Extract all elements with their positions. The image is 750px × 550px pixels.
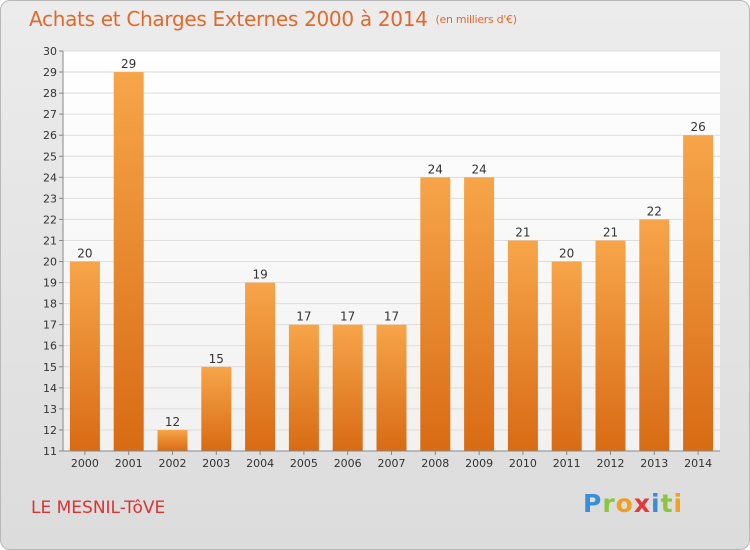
y-tick-label: 14	[43, 382, 57, 395]
bar	[332, 324, 363, 451]
x-tick-label: 2014	[684, 457, 712, 470]
bar-value-label: 17	[296, 310, 311, 324]
logo-letter: i	[673, 489, 684, 518]
bar	[288, 324, 319, 451]
commune-name: LE MESNIL-TôVE	[31, 498, 166, 518]
x-tick-label: 2005	[290, 457, 318, 470]
bar	[507, 240, 538, 451]
y-tick-label: 16	[43, 340, 57, 353]
y-tick-label: 30	[43, 45, 57, 58]
y-tick-label: 28	[43, 87, 57, 100]
y-tick-label: 20	[43, 256, 57, 269]
y-tick-label: 18	[43, 298, 57, 311]
chart-title-text: Achats et Charges Externes 2000 à 2014	[29, 7, 428, 31]
bar-value-label: 20	[559, 247, 574, 261]
x-tick-label: 2007	[378, 457, 406, 470]
bar-value-label: 15	[209, 352, 224, 366]
bar-value-label: 12	[165, 415, 180, 429]
bar-value-label: 24	[471, 162, 486, 176]
bar	[245, 282, 276, 451]
x-tick-label: 2002	[159, 457, 187, 470]
bar-value-label: 17	[384, 310, 399, 324]
x-tick-label: 2011	[553, 457, 581, 470]
y-tick-label: 26	[43, 129, 57, 142]
x-tick-label: 2001	[115, 457, 143, 470]
x-tick-label: 2009	[465, 457, 493, 470]
y-tick-label: 13	[43, 403, 57, 416]
logo-letter: x	[633, 489, 651, 518]
y-tick-label: 29	[43, 66, 57, 79]
bar	[464, 177, 495, 451]
logo-letter: i	[651, 489, 661, 518]
bar	[639, 219, 670, 451]
bar-value-label: 22	[647, 204, 662, 218]
y-tick-label: 27	[43, 108, 57, 121]
bar	[420, 177, 451, 451]
bar	[595, 240, 626, 451]
x-tick-label: 2008	[421, 457, 449, 470]
y-tick-label: 25	[43, 150, 57, 163]
bar	[157, 429, 188, 451]
y-tick-label: 12	[43, 424, 57, 437]
bars: 20 29 12 15 19 17 17 17 24 24 21 20 21 22 26	[69, 57, 714, 452]
bar-value-label: 29	[121, 57, 136, 71]
x-tick-label: 2013	[640, 457, 668, 470]
bar-value-label: 17	[340, 310, 355, 324]
logo-letter: r	[602, 489, 616, 518]
chart-title: Achats et Charges Externes 2000 à 2014 (e…	[29, 7, 517, 31]
logo-letter: o	[615, 489, 634, 518]
bar-value-label: 19	[252, 268, 267, 282]
bar-value-label: 24	[428, 162, 443, 176]
bar-value-label: 21	[515, 225, 530, 239]
x-tick-label: 2004	[246, 457, 274, 470]
x-tick-label: 2006	[334, 457, 362, 470]
bar	[69, 261, 100, 451]
bar	[201, 366, 232, 451]
y-tick-label: 22	[43, 213, 57, 226]
bar	[376, 324, 407, 451]
logo-letter: P	[583, 489, 603, 518]
x-tick-label: 2012	[597, 457, 625, 470]
bar	[551, 261, 582, 451]
proxiti-logo: Proxiti	[583, 489, 683, 518]
y-tick-label: 15	[43, 361, 57, 374]
y-tick-label: 23	[43, 192, 57, 205]
y-tick-label: 24	[43, 171, 57, 184]
y-tick-label: 17	[43, 319, 57, 332]
x-tick-label: 2000	[71, 457, 99, 470]
bar	[683, 135, 714, 452]
bar	[113, 72, 144, 451]
x-tick-label: 2010	[509, 457, 537, 470]
bar-value-label: 20	[77, 247, 92, 261]
y-tick-label: 21	[43, 234, 57, 247]
logo-letter: t	[660, 489, 674, 518]
axes: 11 12 13 14 15 16 17 18 19 20 21 22 23 24 25 26 27 28 29 30…	[43, 45, 720, 470]
chart-unit: (en milliers d'€)	[435, 13, 517, 26]
x-tick-label: 2003	[202, 457, 230, 470]
bar-value-label: 21	[603, 225, 618, 239]
y-tick-label: 11	[43, 445, 57, 458]
y-tick-label: 19	[43, 277, 57, 290]
bar-value-label: 26	[690, 120, 705, 134]
